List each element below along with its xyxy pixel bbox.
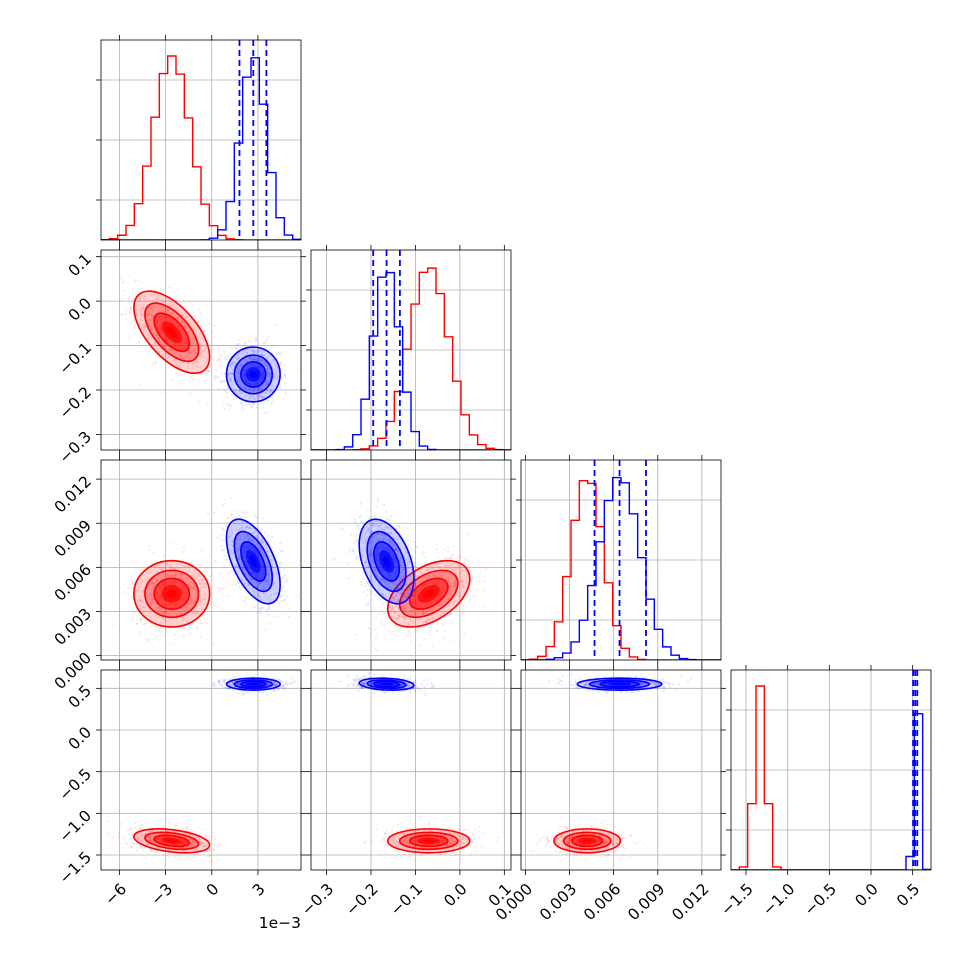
y-tick-label: −0.5 xyxy=(56,765,95,804)
y-tick-label: −0.2 xyxy=(56,383,95,422)
density-fill-blue xyxy=(250,683,257,685)
y-tick-label: 0.000 xyxy=(51,649,95,693)
panel-content xyxy=(530,671,693,863)
grid xyxy=(101,40,301,240)
y-tick-label: 0.0 xyxy=(65,294,95,324)
panel-0-0 xyxy=(96,35,301,245)
y-tick-label: 0.009 xyxy=(51,517,95,561)
panel-content xyxy=(111,497,306,646)
x-tick-label: −3 xyxy=(147,880,176,909)
panel-content xyxy=(333,499,486,652)
x-tick-label: 0.006 xyxy=(580,880,624,924)
x-tick-label: −1.0 xyxy=(759,880,798,919)
histogram-blue xyxy=(101,58,301,240)
y-tick-label: 0.0 xyxy=(65,723,95,753)
y-tick-label: −1.5 xyxy=(56,848,95,887)
x-tick-label: 0.0 xyxy=(440,880,470,910)
y-tick-label: 0.003 xyxy=(51,605,95,649)
panel-content xyxy=(339,672,499,859)
density-fill-red xyxy=(583,839,592,842)
x-tick-label: 0.012 xyxy=(669,880,713,924)
y-tick-label: −1.0 xyxy=(56,807,95,846)
panel-content xyxy=(90,271,299,414)
x-tick-label: −6 xyxy=(101,880,130,909)
x-tick-label: 0.0 xyxy=(852,880,882,910)
x-tick-label: −0.2 xyxy=(342,880,381,919)
density-fill-blue xyxy=(614,683,626,685)
y-tick-label: 0.006 xyxy=(51,561,95,605)
x-tick-label: 0.5 xyxy=(893,880,923,910)
density-fill-blue xyxy=(250,371,257,378)
x-tick-label: 0.009 xyxy=(624,880,668,924)
y-tick-label: −0.3 xyxy=(56,428,95,467)
histogram-red xyxy=(521,481,721,660)
y-tick-label: 0.1 xyxy=(65,250,95,280)
x-tick-label: 0 xyxy=(203,880,223,900)
panel-2-2 xyxy=(516,455,721,665)
x-tick-label: −0.3 xyxy=(298,880,337,919)
density-fill-red xyxy=(423,839,434,842)
x-tick-label: −0.1 xyxy=(387,880,426,919)
histogram-red xyxy=(101,56,301,240)
panel-2-1 xyxy=(306,455,516,665)
panel-1-0: −0.3 −0.2 −0.1 0.0 0.1 xyxy=(56,245,306,467)
y-tick-label: 0.012 xyxy=(51,472,95,516)
histogram-red xyxy=(731,686,931,870)
x-tick-label: −1.5 xyxy=(717,880,756,919)
histogram-blue xyxy=(311,273,511,450)
x-tick-label: 0.003 xyxy=(536,880,580,924)
panel-content xyxy=(106,674,296,863)
y-tick-label: −0.1 xyxy=(56,339,95,378)
panel-3-3: −1.5−1.0−0.5 0.0 0.5 xyxy=(717,665,931,919)
x-offset-label: 1e−3 xyxy=(259,914,301,932)
panel-1-1 xyxy=(306,245,511,455)
x-tick-label: −0.5 xyxy=(801,880,840,919)
histogram-blue xyxy=(731,714,931,870)
x-tick-label: 3 xyxy=(249,880,269,900)
density-fill-red xyxy=(167,589,177,598)
grid xyxy=(731,670,931,870)
